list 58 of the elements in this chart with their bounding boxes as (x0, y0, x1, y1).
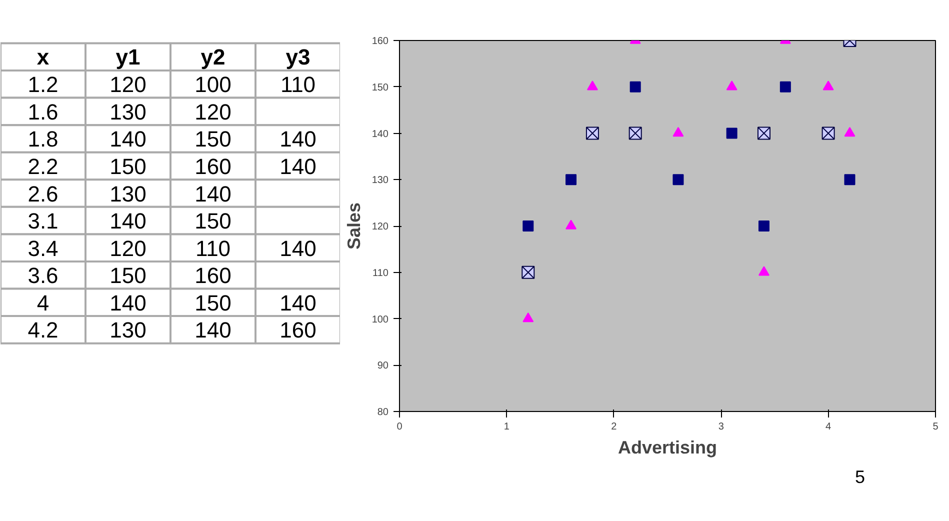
y-tick-label: 3.4 (28, 236, 58, 261)
y-tick-label: 90 (377, 360, 389, 372)
y-tick-label: 160 (372, 36, 389, 47)
data-label: 160 (194, 154, 232, 179)
x-axis-title: Advertising (618, 438, 718, 458)
data-label: 160 (194, 263, 232, 288)
data-label: 110 (195, 236, 231, 261)
y-tick-label: 1.6 (28, 99, 58, 124)
data-label: 150 (110, 154, 146, 179)
y-tick-label: 150 (372, 82, 389, 94)
data-label: 140 (110, 208, 146, 234)
y-tick-label: 80 (377, 407, 389, 418)
y-tick-label: 110 (372, 268, 389, 279)
y-tick-label: 1.8 (28, 126, 58, 152)
y-tick-label: 100 (372, 314, 389, 326)
data-label: 140 (110, 126, 146, 152)
data-label: 160 (280, 318, 316, 343)
y-tick-label: 3.1 (28, 208, 58, 234)
y-axis-title: x (36, 44, 50, 70)
data-label: 130 (110, 181, 146, 206)
data-label: 150 (194, 126, 232, 152)
data-label: 140 (110, 290, 146, 316)
y-tick-label: 4 (36, 290, 50, 316)
x-tick-label: y3 (286, 44, 310, 70)
x-tick-label: y2 (200, 44, 226, 70)
y-tick-label: 1.2 (28, 72, 58, 98)
y-tick-label: 120 (372, 222, 389, 232)
x-tick-label: 0 (396, 422, 403, 432)
data-label: 150 (194, 290, 232, 316)
y-tick-label: 2.2 (28, 154, 58, 179)
data-label: 130 (110, 99, 146, 124)
x-tick-label: 5 (932, 422, 939, 432)
data-label: 140 (280, 126, 316, 152)
data-label: 150 (194, 208, 232, 234)
data-label: 100 (194, 72, 232, 98)
y-axis-title: Sales (344, 202, 364, 250)
data-label: 140 (280, 236, 316, 261)
x-tick-label: 2 (611, 422, 618, 432)
y-tick-label: 140 (372, 128, 389, 140)
y-tick-label: 4.2 (28, 318, 58, 343)
data-label: 140 (280, 290, 316, 316)
data-label: 140 (194, 318, 232, 343)
x-tick-label: 4 (826, 422, 832, 432)
data-label: 140 (280, 154, 316, 179)
data-label: 120 (194, 99, 232, 124)
data-label: 130 (110, 318, 146, 343)
x-tick-label: y1 (116, 44, 140, 70)
data-label: 120 (110, 72, 146, 98)
text: 5 (854, 466, 865, 489)
data-label: 150 (110, 263, 146, 288)
y-tick-label: 2.6 (28, 181, 58, 206)
y-tick-label: 130 (372, 175, 389, 186)
x-tick-label: 1 (504, 422, 510, 432)
data-label: 140 (194, 181, 232, 206)
y-tick-label: 3.6 (28, 263, 58, 288)
x-tick-label: 3 (718, 422, 724, 432)
data-label: 120 (110, 236, 146, 261)
data-label: 110 (280, 72, 316, 98)
